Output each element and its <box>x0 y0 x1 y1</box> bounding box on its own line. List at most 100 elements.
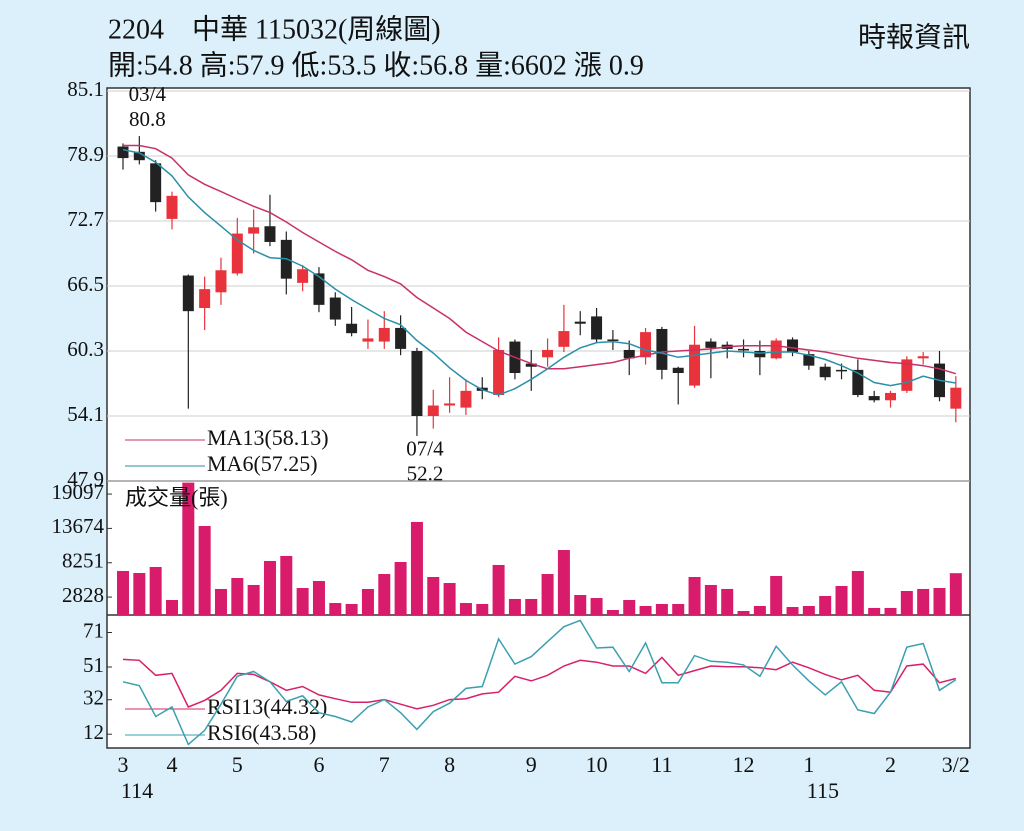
volume-bar <box>786 607 799 615</box>
candle-body <box>378 327 390 342</box>
y-tick-label: 85.1 <box>67 77 104 101</box>
x-tick-label: 3/2 <box>942 752 970 777</box>
legend-label: RSI6(43.58) <box>207 720 316 745</box>
candle-body <box>362 338 374 342</box>
candle-body <box>885 392 897 401</box>
x-tick-label: 7 <box>379 752 390 777</box>
volume-bar <box>639 606 652 615</box>
volume-bar <box>312 580 325 615</box>
volume-bar <box>753 606 766 615</box>
y-tick-label: 71 <box>83 618 104 642</box>
source: 時報資訊 <box>858 21 970 53</box>
volume-bar <box>737 611 750 615</box>
volume-bar <box>247 584 260 615</box>
candle-body <box>297 269 309 283</box>
x-tick-label: 3 <box>118 752 129 777</box>
volume-bar <box>329 603 342 615</box>
y-tick-label: 72.7 <box>67 207 104 231</box>
candle-body <box>542 349 554 358</box>
candle-body <box>493 349 505 396</box>
candle-body <box>591 316 603 340</box>
candle-body <box>558 331 570 347</box>
volume-bar <box>770 575 783 615</box>
volume-bar <box>214 588 227 615</box>
candle-body <box>819 366 831 378</box>
annotation-date: 07/4 <box>406 437 444 461</box>
volume-bar <box>492 564 505 615</box>
candle-body <box>231 233 243 274</box>
candle-body <box>901 359 913 391</box>
x-tick-label: 1 <box>803 752 814 777</box>
candle-body <box>427 405 439 416</box>
volume-bar <box>949 573 962 615</box>
volume-bar <box>133 573 146 615</box>
y-tick-label: 32 <box>83 686 104 710</box>
y-tick-label: 51 <box>83 653 104 677</box>
volume-bar <box>427 577 440 615</box>
volume-bar <box>117 570 129 615</box>
y-tick-label: 60.3 <box>67 337 104 361</box>
volume-bar <box>508 598 521 615</box>
candle-body <box>705 341 717 348</box>
volume-bar <box>378 574 391 615</box>
legend-label: MA13(58.13) <box>207 425 329 450</box>
panel-title: 成交量(張) <box>125 485 228 510</box>
y-tick-label: 12 <box>83 720 104 744</box>
candle-body <box>868 396 880 401</box>
candle-body <box>640 332 652 358</box>
x-tick-label: 9 <box>526 752 537 777</box>
plot-area <box>106 87 971 749</box>
candle-body <box>248 227 260 234</box>
volume-bar <box>606 609 619 615</box>
volume-bar <box>280 555 293 615</box>
x-tick-label: 6 <box>313 752 324 777</box>
x-year-label: 114 <box>121 778 153 803</box>
volume-bar <box>198 526 211 615</box>
volume-bar <box>590 598 603 615</box>
volume-bar <box>149 566 162 615</box>
annotation-value: 80.8 <box>129 107 166 131</box>
volume-bar <box>459 603 472 615</box>
x-tick-label: 8 <box>444 752 455 777</box>
y-tick-label: 54.1 <box>67 402 104 426</box>
volume-bar <box>263 560 276 615</box>
candle-body <box>395 327 407 349</box>
legend-label: RSI13(44.32) <box>207 694 327 719</box>
volume-bar <box>884 607 897 615</box>
y-tick-label: 66.5 <box>67 272 104 296</box>
candle-body <box>182 275 194 312</box>
candle-body <box>460 390 472 408</box>
candle-body <box>787 339 799 353</box>
volume-bar <box>231 578 244 615</box>
candle-body <box>950 387 962 409</box>
candle-body <box>852 369 864 396</box>
x-year-label: 115 <box>807 778 839 803</box>
candle-body <box>656 328 668 370</box>
chart-title: 2204 中華 115032(周線圖) <box>108 13 441 45</box>
x-tick-label: 5 <box>232 752 243 777</box>
volume-bar <box>476 603 489 615</box>
volume-bar <box>721 588 734 615</box>
candle-body <box>313 273 325 305</box>
y-tick-label: 47.9 <box>67 467 104 491</box>
volume-bar <box>623 599 636 615</box>
candle-body <box>166 195 178 219</box>
candle-body <box>444 403 456 406</box>
rsi-line <box>122 619 957 746</box>
annotation-value: 52.2 <box>407 462 444 486</box>
volume-bar <box>165 599 178 615</box>
candle-body <box>133 151 145 161</box>
volume-bar <box>868 607 881 615</box>
volume-bar <box>933 588 946 615</box>
legend-label: MA6(57.25) <box>207 451 318 476</box>
volume-bar <box>443 583 456 615</box>
x-tick-label: 4 <box>166 752 177 777</box>
volume-bar <box>345 603 358 615</box>
candle-body <box>738 348 750 351</box>
ma-line <box>122 148 956 396</box>
candle-body <box>689 344 701 386</box>
candle-body <box>264 226 276 242</box>
candle-body <box>672 367 684 374</box>
candle-body <box>215 270 227 293</box>
